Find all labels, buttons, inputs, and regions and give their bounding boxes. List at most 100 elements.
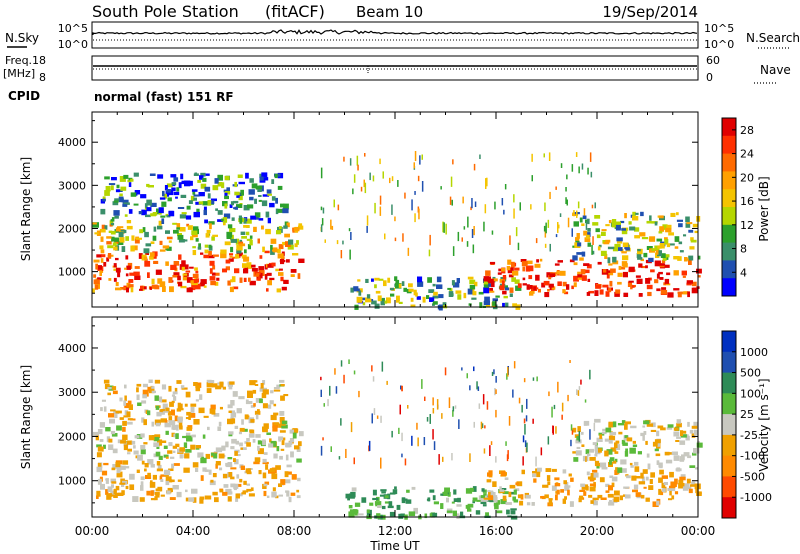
echo-cell xyxy=(159,411,165,415)
echo-cell xyxy=(173,229,179,234)
echo-cell xyxy=(594,215,601,219)
echo-cell xyxy=(656,443,661,447)
echo-cell xyxy=(427,277,432,283)
echo-cell xyxy=(658,488,662,495)
colorbar-segment xyxy=(722,372,736,394)
echo-cell xyxy=(404,192,406,199)
echo-cell xyxy=(656,273,660,279)
echo-cell xyxy=(506,266,511,271)
echo-cell xyxy=(577,426,581,432)
echo-cell xyxy=(541,282,546,288)
echo-cell xyxy=(690,237,694,241)
echo-cell xyxy=(394,237,397,242)
echo-cell xyxy=(626,475,631,479)
echo-cell xyxy=(180,173,184,180)
echo-cell xyxy=(229,204,233,208)
echo-cell xyxy=(533,478,537,483)
echo-cell xyxy=(447,287,451,290)
echo-cell xyxy=(348,505,353,509)
echo-cell xyxy=(480,501,487,504)
echo-cell xyxy=(141,460,145,465)
echo-cell xyxy=(227,418,234,425)
echo-cell xyxy=(669,471,674,478)
echo-cell xyxy=(417,175,420,182)
echo-cell xyxy=(694,230,699,234)
echo-cell xyxy=(452,510,457,516)
echo-cell xyxy=(113,210,120,216)
colorbar-segment xyxy=(722,189,736,208)
echo-cell xyxy=(179,227,186,232)
echo-cell xyxy=(151,284,158,289)
echo-cell xyxy=(381,505,386,510)
echo-cell xyxy=(266,272,272,276)
echo-cell xyxy=(522,266,525,272)
echo-cell xyxy=(515,482,519,485)
echo-cell xyxy=(185,215,192,220)
echo-cell xyxy=(278,436,284,441)
echo-cell xyxy=(488,495,494,501)
echo-cell xyxy=(588,290,595,294)
noise-panel: N.Sky 10^5 10^0 10^5 10^0 N.Search xyxy=(5,21,800,51)
echo-cell xyxy=(486,401,489,410)
echo-cell xyxy=(421,181,424,192)
echo-cell xyxy=(532,473,537,478)
echo-cell xyxy=(596,437,603,442)
echo-cell xyxy=(391,430,393,438)
echo-cell xyxy=(472,500,475,504)
echo-cell xyxy=(230,279,234,283)
echo-cell xyxy=(666,272,671,276)
echo-cell xyxy=(158,455,163,460)
echo-cell xyxy=(211,272,216,276)
echo-cell xyxy=(453,498,459,502)
echo-cell xyxy=(518,496,523,499)
echo-cell xyxy=(525,494,531,499)
echo-cell xyxy=(96,230,101,236)
echo-cell xyxy=(557,260,563,263)
echo-cell xyxy=(666,427,673,430)
echo-cell xyxy=(595,449,601,455)
echo-cell xyxy=(243,268,249,274)
echo-cell xyxy=(299,431,304,437)
echo-cell xyxy=(587,242,592,247)
echo-cell xyxy=(292,253,299,256)
echo-cell xyxy=(209,268,213,274)
echo-cell xyxy=(576,436,580,441)
echo-cell xyxy=(492,298,498,302)
echo-cell xyxy=(298,258,305,263)
echo-cell xyxy=(489,287,493,293)
echo-cell xyxy=(233,458,236,462)
echo-cell xyxy=(386,297,391,304)
echo-cell xyxy=(674,236,680,242)
echo-cell xyxy=(569,501,574,507)
echo-cell xyxy=(239,277,243,283)
echo-cell xyxy=(206,229,211,234)
echo-cell xyxy=(249,380,256,386)
colorbar-segment xyxy=(722,434,736,457)
echo-cell xyxy=(110,219,114,222)
echo-cell xyxy=(548,152,551,161)
echo-cell xyxy=(136,387,139,393)
echo-cell xyxy=(575,439,582,444)
echo-cell xyxy=(92,222,99,228)
echo-cell xyxy=(212,383,218,388)
echo-cell xyxy=(603,269,607,273)
echo-cell xyxy=(134,190,141,195)
colorbar-tick-label: 25 xyxy=(740,408,754,421)
echo-cell xyxy=(190,195,195,202)
echo-cell xyxy=(156,461,161,466)
echo-cell xyxy=(589,152,592,162)
echo-cell xyxy=(484,204,487,214)
echo-cell xyxy=(279,379,285,383)
echo-cell xyxy=(670,481,677,487)
echo-cell xyxy=(411,435,413,446)
echo-cell xyxy=(120,186,127,191)
echo-cell xyxy=(591,250,595,255)
echo-cell xyxy=(674,478,678,485)
echo-cell xyxy=(264,250,270,254)
echo-cell xyxy=(147,459,154,465)
echo-cell xyxy=(264,177,269,181)
colorbar-segment xyxy=(722,135,736,155)
echo-cell xyxy=(246,438,250,442)
echo-cell xyxy=(262,380,266,385)
